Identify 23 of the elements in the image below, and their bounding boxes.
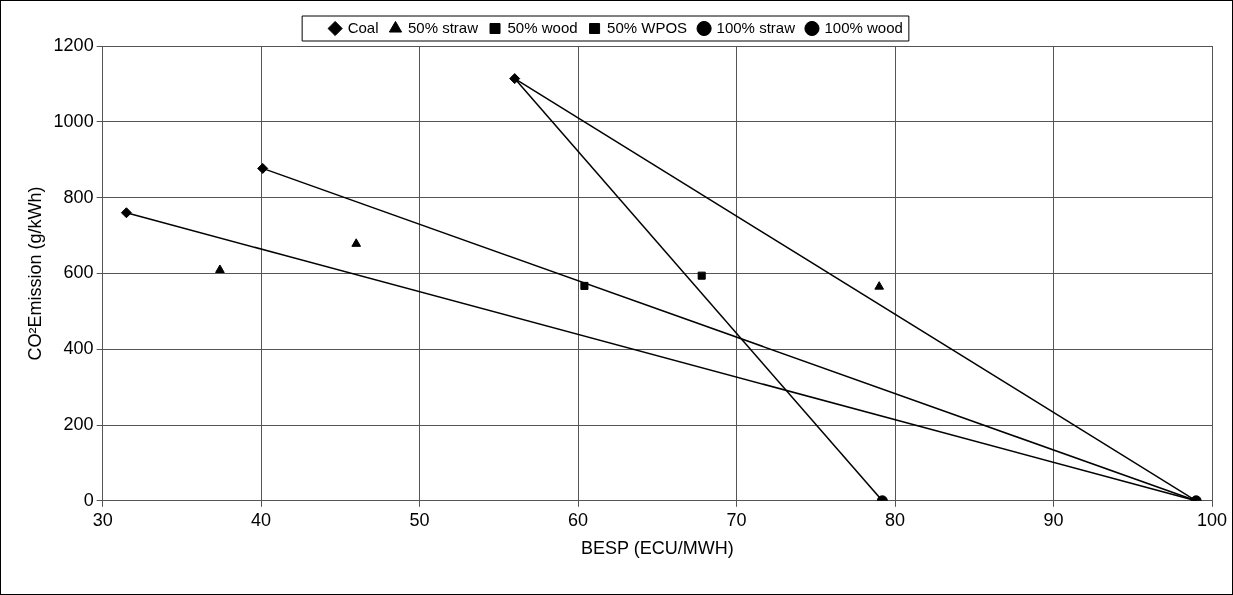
y-tick-label: 200: [63, 413, 94, 434]
y-tick-label: 1000: [53, 110, 94, 131]
legend-label: Coal: [347, 18, 379, 36]
x-axis-title: BESP (ECU/MWH): [580, 538, 734, 559]
x-tick-label: 90: [1043, 509, 1064, 530]
x-tick-label: 100: [1196, 509, 1228, 530]
legend-label: 50% WPOS: [607, 18, 688, 36]
x-tick-label: 50: [409, 509, 430, 530]
legend-label: 50% straw: [407, 18, 479, 36]
y-axis-title: CO²Emission (g/kWh): [24, 186, 45, 361]
y-tick-label: 400: [63, 338, 94, 359]
y-tick-label: 0: [83, 489, 94, 510]
legend-label: 100% straw: [716, 18, 796, 36]
legend-label: 50% wood: [507, 18, 578, 36]
x-tick-label: 30: [92, 509, 113, 530]
x-tick-label: 80: [885, 509, 906, 530]
x-tick-label: 40: [251, 509, 272, 530]
legend-label: 100% wood: [824, 18, 903, 36]
y-tick-label: 800: [63, 186, 94, 207]
x-tick-label: 70: [726, 509, 747, 530]
y-tick-label: 1200: [53, 34, 94, 55]
x-tick-label: 60: [568, 509, 589, 530]
y-tick-label: 600: [63, 262, 94, 283]
